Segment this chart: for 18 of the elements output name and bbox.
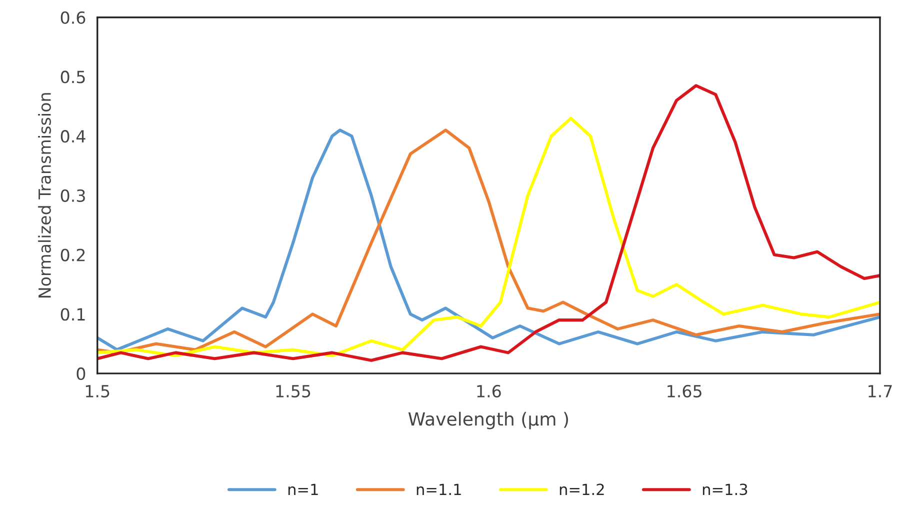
legend-label: n=1.3 [702, 484, 748, 496]
y-tick-label: 0.2 [60, 248, 85, 262]
y-tick-label: 0.1 [60, 308, 85, 321]
x-tick-label: 1.7 [868, 385, 892, 398]
y-tick-label: 0.6 [60, 11, 86, 24]
legend-label: n=1.2 [560, 484, 604, 495]
y-tick-label: 0 [76, 367, 86, 380]
x-axis-title: Wavelength (μm ) [408, 412, 568, 430]
x-tick-label: 1.5 [86, 385, 110, 398]
x-tick-label: 1.65 [668, 384, 702, 398]
legend-label: n=1 [288, 484, 318, 495]
x-tick-label: 1.55 [276, 385, 310, 398]
x-tick-label: 1.6 [477, 384, 501, 398]
y-tick-label: 0.4 [60, 130, 86, 143]
legend-label: n=1.1 [416, 484, 461, 495]
y-axis-title: Normalized Transmission [38, 93, 51, 298]
y-tick-label: 0.5 [60, 70, 85, 84]
y-tick-label: 0.3 [60, 189, 85, 202]
